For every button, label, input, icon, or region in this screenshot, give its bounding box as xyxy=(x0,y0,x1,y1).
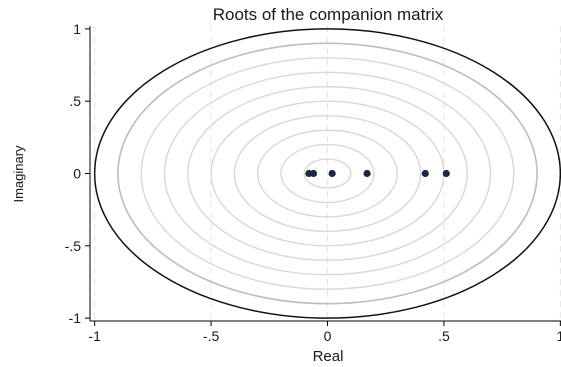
reference-circle-0 xyxy=(303,158,352,189)
root-point-3 xyxy=(363,169,371,178)
reference-circle-3 xyxy=(233,114,422,233)
x-tick-label-4: 1 xyxy=(556,328,561,344)
root-point-2 xyxy=(328,169,336,178)
root-point-1 xyxy=(309,169,318,178)
y-tick-label-1: .5 xyxy=(69,93,81,109)
point-layer xyxy=(305,169,450,178)
unit-circle xyxy=(93,28,561,319)
circle-layer xyxy=(93,28,561,319)
reference-circle-1 xyxy=(280,143,375,204)
y-tick-label-4: -1 xyxy=(69,310,82,326)
y-tick-label-0: 1 xyxy=(73,21,81,37)
reference-circle-2 xyxy=(256,129,399,218)
root-point-5 xyxy=(442,169,450,178)
axis-layer: -1 -.5 0 .5 1 1 .5 0 -.5 -1 xyxy=(65,21,561,344)
y-tick-label-3: -.5 xyxy=(65,238,82,254)
chart-title: Roots of the companion matrix xyxy=(213,5,444,24)
y-tick-label-2: 0 xyxy=(73,166,81,182)
root-point-4 xyxy=(421,169,429,178)
x-tick-label-2: 0 xyxy=(324,328,332,344)
reference-circle-8 xyxy=(117,42,538,305)
y-axis-label: Imaginary xyxy=(11,145,26,203)
reference-circle-7 xyxy=(140,57,515,290)
x-axis-label: Real xyxy=(313,348,344,365)
x-tick-label-0: -1 xyxy=(88,328,101,344)
reference-circle-6 xyxy=(163,71,492,276)
x-tick-label-3: .5 xyxy=(438,328,450,344)
reference-circle-5 xyxy=(187,86,468,261)
x-tick-label-1: -.5 xyxy=(203,328,220,344)
